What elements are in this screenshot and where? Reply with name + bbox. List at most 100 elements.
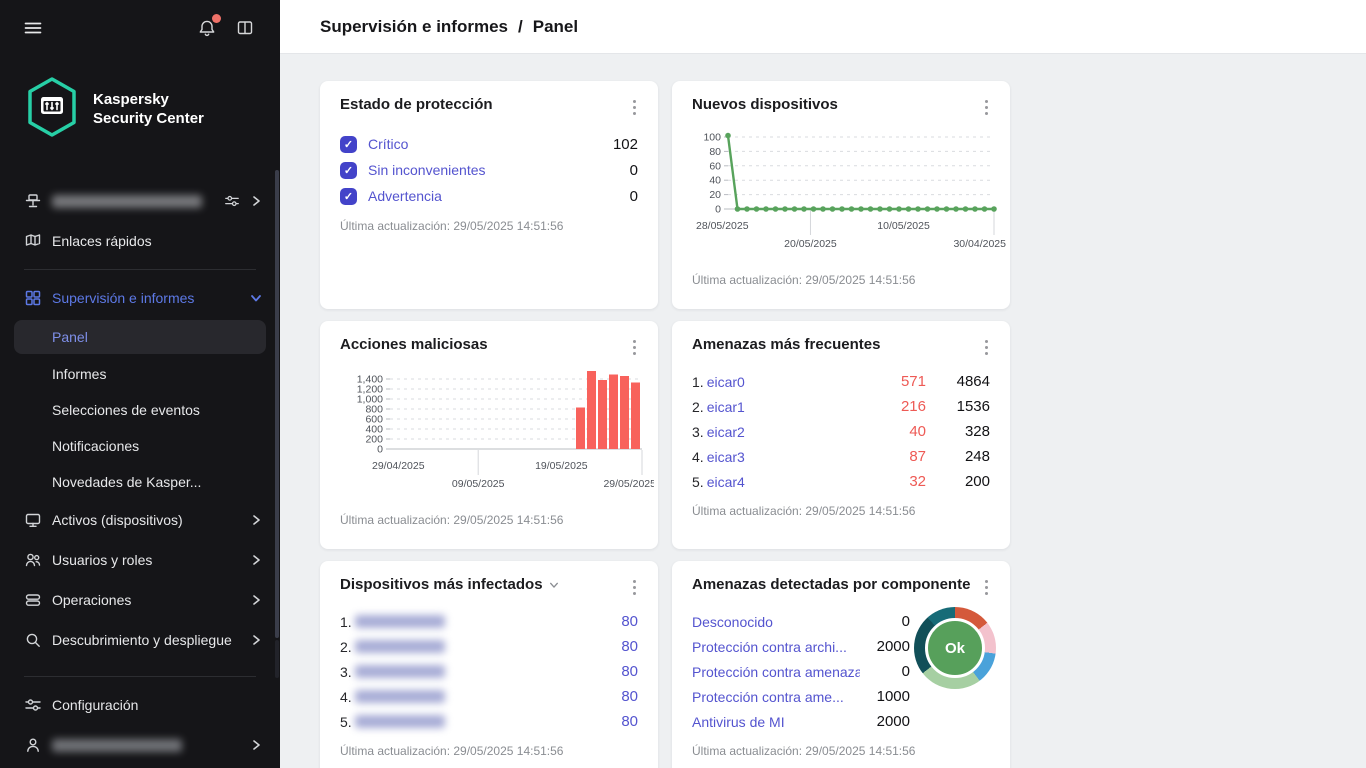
card-title: Acciones maliciosas [340, 336, 488, 353]
card-title: Nuevos dispositivos [692, 96, 838, 113]
infection-count-link[interactable]: 80 [621, 638, 638, 655]
rank: 2. [340, 638, 352, 655]
sidebar-item-label: Novedades de Kasper... [52, 474, 202, 490]
status-link[interactable]: Crítico [368, 136, 409, 152]
rank: 4. [340, 688, 352, 705]
hamburger-menu-icon[interactable] [24, 19, 42, 37]
sidebar-item-label: Descubrimiento y despliegue [52, 632, 232, 648]
redacted-username [52, 738, 182, 752]
component-link[interactable]: Antivirus de MI [692, 713, 785, 730]
sidebar-item-label: Enlaces rápidos [52, 233, 152, 249]
threat-total-count: 4864 [956, 373, 990, 390]
svg-text:29/05/2025: 29/05/2025 [603, 478, 654, 490]
sidebar-item-discovery[interactable]: Descubrimiento y despliegue [0, 620, 280, 660]
components-donut-chart: Ok [914, 607, 996, 689]
kebab-menu-icon[interactable] [631, 576, 638, 599]
checkbox-checked[interactable]: ✓ [340, 187, 357, 205]
chevron-down-icon[interactable] [549, 580, 559, 590]
infection-count-link[interactable]: 80 [621, 613, 638, 630]
sidebar-item-admin-server[interactable] [0, 181, 280, 221]
sidebar-item-label: Supervisión e informes [52, 290, 195, 306]
status-link[interactable]: Advertencia [368, 188, 442, 204]
kebab-menu-icon[interactable] [983, 576, 990, 599]
threat-total-count: 1536 [956, 398, 990, 415]
sliders-icon [24, 696, 42, 714]
sidebar-item-panel[interactable]: Panel [14, 320, 266, 354]
sidebar-item-monitoring[interactable]: Supervisión e informes [0, 278, 280, 318]
sidebar-scrollbar[interactable] [275, 170, 279, 638]
threat-link[interactable]: eicar3 [706, 448, 745, 465]
chevron-right-icon [250, 739, 262, 751]
sidebar-item-configuration[interactable]: Configuración [0, 685, 280, 725]
threat-total-count: 248 [964, 448, 990, 465]
threat-row: 5. eicar4 32 200 [692, 469, 990, 494]
rank: 4. [692, 448, 704, 465]
sidebar-item-operations[interactable]: Operaciones [0, 580, 280, 620]
notifications-bell-icon[interactable] [198, 13, 221, 38]
svg-text:600: 600 [365, 414, 383, 426]
documentation-book-icon[interactable] [236, 19, 254, 37]
kebab-menu-icon[interactable] [631, 96, 638, 119]
svg-text:400: 400 [365, 424, 383, 436]
sidebar-topbar [0, 0, 280, 56]
rank: 3. [692, 423, 704, 440]
notification-badge-dot [212, 13, 221, 23]
sidebar-item-label: Informes [52, 366, 107, 382]
rank: 1. [340, 613, 352, 630]
svg-text:60: 60 [709, 160, 721, 172]
kebab-menu-icon[interactable] [983, 336, 990, 359]
infection-count-link[interactable]: 80 [621, 713, 638, 730]
chevron-right-icon [250, 594, 262, 606]
component-link[interactable]: Protección contra archi... [692, 638, 847, 655]
threat-link[interactable]: eicar1 [706, 398, 745, 415]
sidebar-item-news[interactable]: Novedades de Kasper... [0, 464, 280, 500]
checkbox-checked[interactable]: ✓ [340, 135, 357, 153]
most-infected-devices-card: Dispositivos más infectados 1. 80 2. 80 [320, 561, 658, 768]
component-row: Protección contra ame... 1000 [692, 684, 910, 709]
last-update-text: Última actualización: 29/05/2025 14:51:5… [340, 744, 564, 758]
svg-text:200: 200 [365, 434, 383, 446]
component-row: Protección contra amenaza... 0 [692, 659, 910, 684]
svg-text:0: 0 [377, 444, 383, 456]
component-link[interactable]: Protección contra amenaza... [692, 663, 860, 680]
last-update-text: Última actualización: 29/05/2025 14:51:5… [340, 513, 564, 527]
sidebar-item-assets[interactable]: Activos (dispositivos) [0, 500, 280, 540]
threat-link[interactable]: eicar4 [706, 473, 745, 490]
sidebar-item-notifications[interactable]: Notificaciones [0, 428, 280, 464]
sidebar-item-label: Notificaciones [52, 438, 140, 454]
card-title: Amenazas detectadas por componente [692, 576, 971, 593]
sidebar-item-current-user[interactable] [0, 725, 280, 765]
malicious-actions-card: Acciones maliciosas 0 200 400 600 800 1,000 1,… [320, 321, 658, 549]
svg-text:29/04/2025: 29/04/2025 [372, 460, 425, 472]
sidebar-item-event-selections[interactable]: Selecciones de eventos [0, 392, 280, 428]
infection-count-link[interactable]: 80 [621, 688, 638, 705]
infection-count-link[interactable]: 80 [621, 663, 638, 680]
kebab-menu-icon[interactable] [631, 336, 638, 359]
status-row-ok: ✓ Sin inconvenientes 0 [340, 157, 638, 183]
component-link[interactable]: Protección contra ame... [692, 688, 844, 705]
app-logo: Kaspersky Security Center [24, 76, 280, 143]
search-icon [24, 631, 42, 649]
threat-link[interactable]: eicar0 [706, 373, 745, 390]
sidebar-item-reports[interactable]: Informes [0, 356, 280, 392]
sidebar-item-quick-links[interactable]: Enlaces rápidos [0, 221, 280, 261]
checkbox-checked[interactable]: ✓ [340, 161, 357, 179]
threats-by-component-card: Amenazas detectadas por componente Desco… [672, 561, 1010, 768]
users-icon [24, 551, 42, 569]
component-count: 2000 [876, 638, 910, 655]
component-row: Protección contra archi... 2000 [692, 634, 910, 659]
status-row-warning: ✓ Advertencia 0 [340, 183, 638, 209]
svg-text:30/04/2025: 30/04/2025 [953, 238, 1006, 250]
chevron-down-icon [250, 292, 262, 304]
server-properties-sliders-icon[interactable] [224, 193, 242, 209]
rank: 2. [692, 398, 704, 415]
component-link[interactable]: Desconocido [692, 613, 773, 630]
threat-link[interactable]: eicar2 [706, 423, 745, 440]
malicious-actions-bar-chart: 0 200 400 600 800 1,000 1,200 1,400 29/04/2025 09… [340, 363, 654, 511]
sidebar-item-users-roles[interactable]: Usuarios y roles [0, 540, 280, 580]
breadcrumb-section[interactable]: Supervisión e informes [320, 16, 508, 36]
status-link[interactable]: Sin inconvenientes [368, 162, 486, 178]
protection-status-card: Estado de protección ✓ Crítico 102 ✓ Sin… [320, 81, 658, 309]
component-row: Antivirus de MI 2000 [692, 709, 910, 734]
kebab-menu-icon[interactable] [983, 96, 990, 119]
